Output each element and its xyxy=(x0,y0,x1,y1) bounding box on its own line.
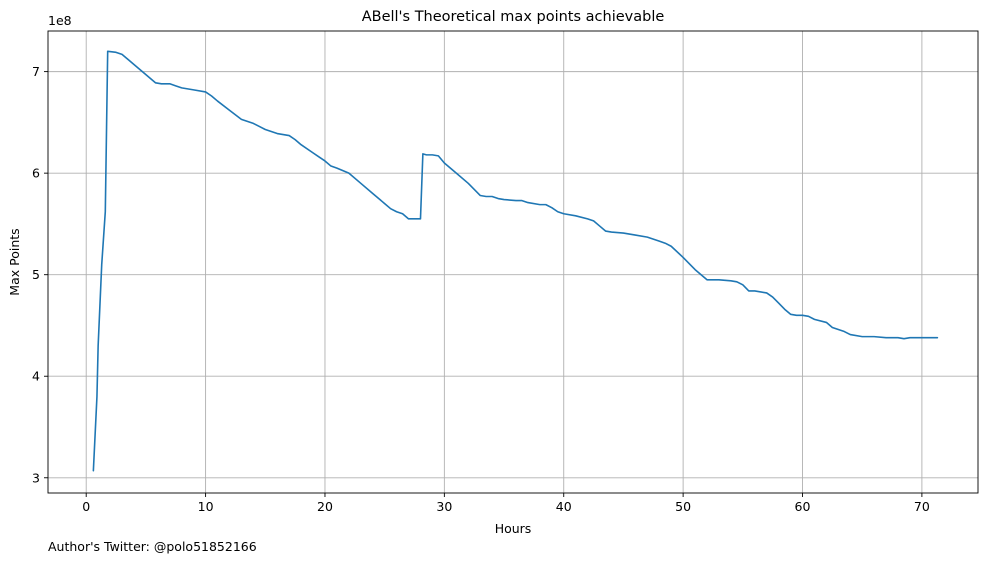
series-layer xyxy=(92,50,939,472)
chart-title: ABell's Theoretical max points achievabl… xyxy=(362,9,665,25)
x-tick-label: 30 xyxy=(436,499,452,514)
y-axis-label: Max Points xyxy=(7,228,22,295)
footer-text: Author's Twitter: @polo51852166 xyxy=(48,539,257,554)
x-tick-label: 0 xyxy=(82,499,90,514)
grid-lines xyxy=(48,31,978,493)
y-tick-label: 7 xyxy=(32,64,40,79)
y-offset-label: 1e8 xyxy=(48,13,72,28)
x-tick-label: 50 xyxy=(675,499,691,514)
x-tick-label: 10 xyxy=(198,499,214,514)
y-tick-label: 6 xyxy=(32,166,40,181)
x-axis-label: Hours xyxy=(495,521,532,536)
x-tick-label: 40 xyxy=(556,499,572,514)
y-tick-label: 3 xyxy=(32,470,40,485)
y-tick-label: 5 xyxy=(32,267,40,282)
y-tick-label: 4 xyxy=(32,369,40,384)
y-axis: 3 4 5 6 7 xyxy=(32,64,48,485)
plot-frame xyxy=(47,30,979,494)
series-line xyxy=(92,50,939,472)
x-tick-label: 60 xyxy=(795,499,811,514)
x-tick-label: 20 xyxy=(317,499,333,514)
x-axis: 0 10 20 30 40 50 60 70 xyxy=(82,493,930,514)
x-tick-label: 70 xyxy=(914,499,930,514)
